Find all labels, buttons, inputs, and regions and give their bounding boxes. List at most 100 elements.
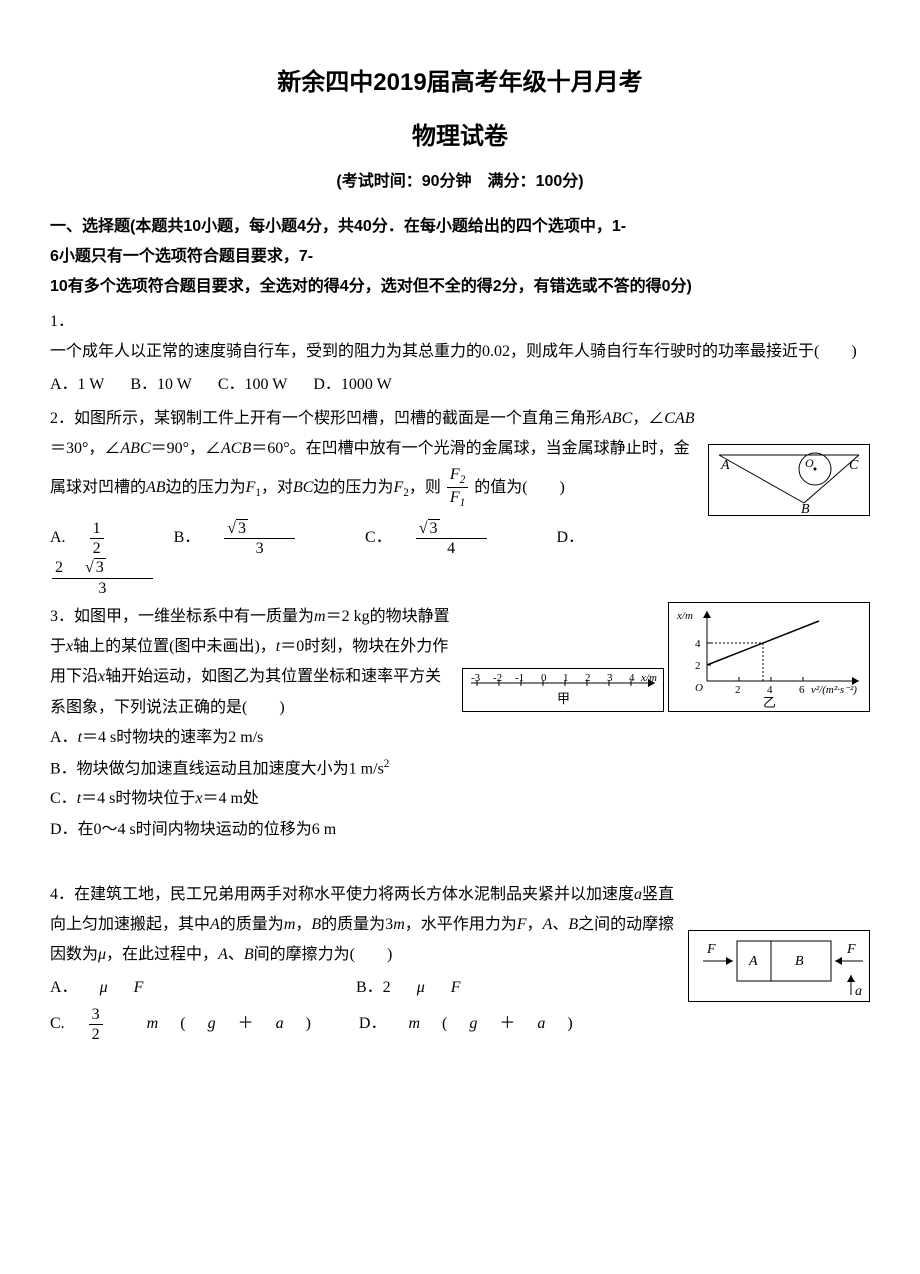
question-2: A O C B 2．如图所示，某钢制工件上开有一个楔形凹槽，凹槽的截面是一个直角… (50, 404, 870, 598)
q2-opt-a-num: 1 (90, 519, 104, 539)
q2-opt-d-num: 3 (94, 558, 106, 576)
q4-opt-a: A．μ F (50, 973, 330, 1003)
q2-fig-C: C (849, 458, 859, 473)
q4-text-i: 、 (228, 946, 244, 963)
q3-top-ticks: -3 -2 -1 0 1 2 3 4 (471, 672, 635, 684)
q2-fig-O: O (805, 456, 814, 470)
q2-text-f: ，则 (409, 479, 441, 496)
q4-text-d: 的质量为3 (321, 916, 393, 933)
q4-text-f: 、 (552, 916, 568, 933)
tick: -1 (515, 672, 524, 684)
q3-fig-bottom: x/m 4 2 O 2 4 6 v²/(m²·s⁻²) 乙 (668, 602, 870, 712)
q3-opt-d: D．在0～4 s时间内物块运动的位移为6 m (50, 815, 870, 845)
q4-a-F: F (134, 979, 144, 996)
q2-text-g: 的值为( ) (474, 479, 565, 496)
q1-opt-d: D．1000 W (313, 376, 391, 393)
q4-d-a: a (537, 1015, 545, 1032)
section-line-1: 一、选择题(本题共10小题，每小题4分，共40分．在每小题给出的四个选项中，1- (50, 212, 870, 242)
q4-c-m: m (147, 1015, 159, 1032)
q4-a-lab: A． (50, 979, 78, 996)
q1-opt-b: B．10 W (130, 376, 192, 393)
q2-text-b: ，∠ (632, 410, 664, 427)
tick: 1 (563, 672, 569, 684)
q3-opt-b: B．物块做匀加速直线运动且加速度大小为1 m/s2 (50, 754, 870, 785)
q2-f1: F (246, 479, 256, 496)
tick: 4 (629, 672, 635, 684)
q2-abc: ABC (602, 410, 632, 427)
q4-text-h: ，在此过程中， (106, 946, 218, 963)
q3-opt-c: C．t＝4 s时物块位于x＝4 m处 (50, 784, 870, 814)
q4-c-open: ( (180, 1015, 185, 1032)
q4-opt-d: D．m(g＋a) (359, 1009, 639, 1039)
q2-opt-c-sqrt: 3 (419, 519, 462, 538)
q2-fig-B: B (801, 502, 810, 516)
tick: -3 (471, 672, 481, 684)
q2-opt-d-label: D． (557, 529, 585, 546)
q4-mu: μ (98, 946, 106, 963)
q2-opt-b-label: B． (174, 529, 201, 546)
q4-figure-svg: F F A B a (688, 930, 870, 1002)
q4-m1: m (284, 916, 296, 933)
exam-full-score: 100分 (536, 173, 579, 190)
q4-d-g: g (469, 1015, 477, 1032)
q3-bot-y2: 2 (695, 660, 701, 672)
q2-f2: F (393, 479, 403, 496)
q3-figures: -3 -2 -1 0 1 2 3 4 x/m 甲 (462, 602, 870, 729)
q1-text: 一个成年人以正常的速度骑自行车，受到的阻力为其总重力的0.02，则成年人骑自行车… (50, 337, 870, 367)
section-line-3: 10有多个选项符合题目要求，全选对的得4分，选对但不全的得2分，有错选或不答的得… (50, 272, 870, 302)
q3-top-caption: 甲 (557, 691, 570, 706)
q3-fig-top: -3 -2 -1 0 1 2 3 4 x/m 甲 (462, 668, 664, 712)
q4-d-open: ( (442, 1015, 447, 1032)
q4-fig-B: B (795, 954, 804, 969)
q2-abc-ang: ABC (120, 440, 150, 457)
q4-text-j: 间的摩擦力为( ) (254, 946, 393, 963)
q2-text-c: 边的压力为 (166, 479, 246, 496)
q2-opt-a: A.12 (50, 529, 152, 546)
q2-opt-d-sqrt: 3 (85, 558, 128, 577)
q4-A2: A (543, 916, 553, 933)
exam-info-mid: 满分： (472, 173, 536, 190)
q4-fig-a: a (855, 984, 862, 999)
q2-frac-den: F (450, 489, 460, 506)
q4-opt-b: B．2 μ F (356, 973, 636, 1003)
q3-c-label: C． (50, 790, 77, 807)
q2-fig-A: A (720, 458, 730, 473)
q4-d-lab: D． (359, 1015, 387, 1032)
q2-opt-b-sqrt: 3 (227, 519, 270, 538)
exam-info-prefix: (考试时间： (336, 173, 421, 190)
q1-options: A．1 W B．10 W C．100 W D．1000 W (50, 370, 870, 400)
q3-a-rest: ＝4 s时物块的速率为2 m/s (82, 729, 263, 746)
exam-info: (考试时间：90分钟 满分：100分) (50, 167, 870, 197)
q2-opt-c-num: 3 (428, 519, 440, 537)
q4-c-a: a (276, 1015, 284, 1032)
tick: -2 (493, 672, 502, 684)
q2-acb: ACB (221, 440, 251, 457)
q3-bot-xlabel: v²/(m²·s⁻²) (811, 684, 857, 696)
q1-opt-a: A．1 W (50, 376, 104, 393)
q2-frac-num: F (450, 466, 460, 483)
question-3: -3 -2 -1 0 1 2 3 4 x/m 甲 (50, 602, 870, 845)
q3-a-label: A． (50, 729, 78, 746)
question-1: 1． 一个成年人以正常的速度骑自行车，受到的阻力为其总重力的0.02，则成年人骑… (50, 307, 870, 400)
q4-c-num: 3 (89, 1005, 103, 1025)
q4-figure: F F A B a (688, 930, 870, 1019)
q4-c-den: 2 (89, 1025, 103, 1044)
q4-b-mu: μ (417, 979, 425, 996)
q4-d-close: ) (567, 1015, 572, 1032)
q1-number: 1． (50, 313, 74, 330)
q3-number: 3． (50, 608, 74, 625)
q3-b-sup: 2 (384, 758, 390, 770)
exam-time: 90分钟 (422, 173, 472, 190)
q3-text-b: 轴上的某位置(图中未画出)， (73, 638, 276, 655)
q2-figure: A O C B (708, 444, 870, 533)
q2-opt-b-num: 3 (236, 519, 248, 537)
q4-B: B (311, 916, 321, 933)
section-heading: 一、选择题(本题共10小题，每小题4分，共40分．在每小题给出的四个选项中，1-… (50, 212, 870, 303)
q4-A: A (210, 916, 220, 933)
q2-cab: CAB (664, 410, 694, 427)
q1-opt-c: C．100 W (218, 376, 288, 393)
q3-b-text: B．物块做匀加速直线运动且加速度大小为1 m/s (50, 760, 384, 777)
q4-a: a (634, 886, 642, 903)
q2-figure-svg: A O C B (708, 444, 870, 516)
q3-bot-caption: 乙 (763, 695, 776, 710)
